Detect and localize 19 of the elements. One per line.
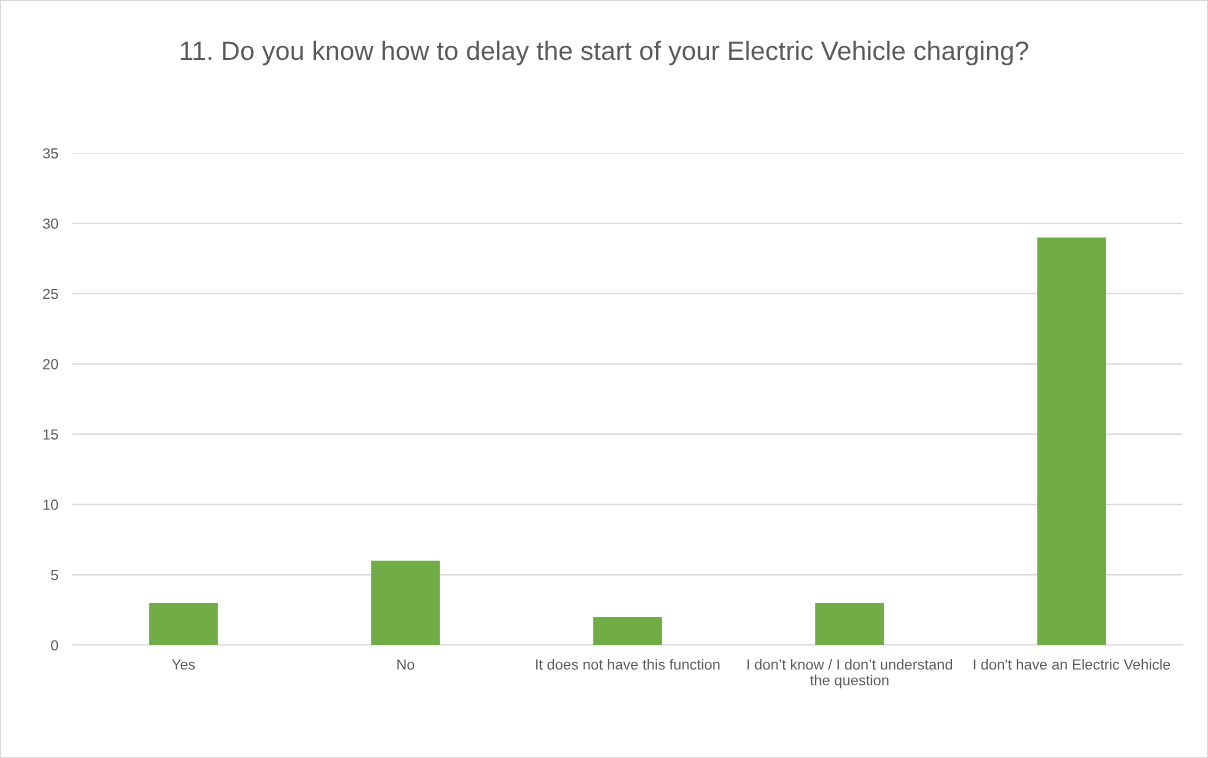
x-tick-label: No: [397, 659, 415, 670]
y-tick-label: 30: [42, 218, 59, 229]
bar: [371, 560, 440, 646]
x-tick-label: I don’t know / I don’t understand the question: [747, 658, 953, 689]
y-tick-label: 15: [43, 429, 58, 440]
bar: [1037, 237, 1107, 646]
x-tick-label: Yes: [171, 659, 195, 670]
x-tick-label: It does not have this function: [536, 658, 720, 670]
y-tick-label: 0: [51, 640, 59, 651]
y-tick-label: 35: [42, 148, 58, 159]
y-tick-label: 10: [43, 499, 59, 510]
y-tick-label: 20: [43, 359, 59, 370]
chart-title: 11. Do you know how to delay the start of your Electric Vehicle charging?: [180, 40, 1029, 66]
bar: [149, 602, 218, 646]
bar: [593, 616, 662, 646]
bar: [815, 602, 884, 646]
x-tick-label: I don't have an Electric Vehicle: [973, 658, 1171, 670]
y-tick-label: 5: [51, 570, 58, 581]
y-tick-label: 25: [43, 288, 58, 300]
